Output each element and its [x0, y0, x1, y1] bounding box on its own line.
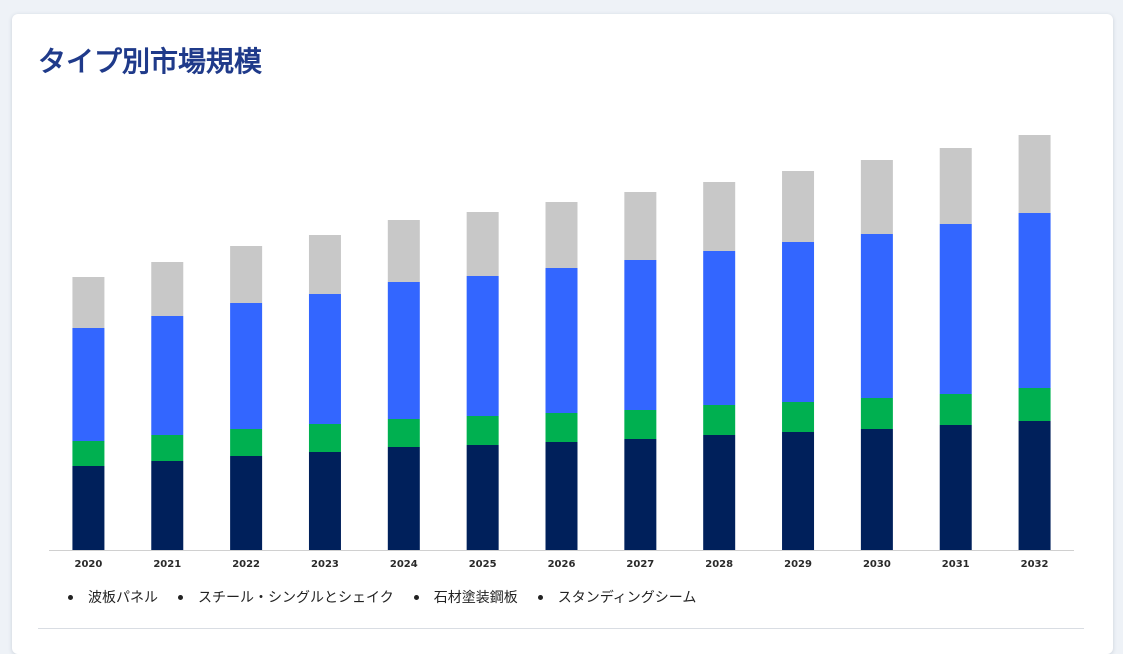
bar-segment-2024-series-2: [387, 419, 420, 447]
bar-segment-2027-series-4: [624, 192, 657, 260]
bar-segment-2027-series-2: [624, 410, 657, 439]
bar-segment-2026-series-4: [545, 202, 578, 268]
bar-segment-2026-series-2: [545, 413, 578, 442]
page-title: タイプ別市場規模: [38, 45, 263, 78]
bar-stack-2022: [230, 246, 263, 550]
x-tick-label: 2023: [311, 559, 339, 570]
x-tick-label: 2020: [75, 559, 103, 570]
bar-stack-2021: [151, 262, 184, 550]
x-tick-label: 2030: [863, 559, 891, 570]
bar-segment-2022-series-4: [230, 246, 263, 303]
bar-segment-2020-series-3: [72, 328, 105, 441]
stacked-bar-chart: 2020 2021 2022 2023 2024 2025 2026 2027 2028 2029…: [49, 135, 1074, 570]
bar-segment-2032-series-1: [1018, 421, 1051, 550]
bar-segment-2031-series-1: [939, 425, 972, 550]
bar-stack-2027: [624, 192, 657, 550]
bar-segment-2021-series-4: [151, 262, 184, 316]
bar-segment-2023-series-3: [308, 294, 341, 424]
bar-segment-2022-series-2: [230, 429, 263, 456]
bar-segment-2028-series-3: [703, 251, 736, 405]
bar-segment-2030-series-4: [860, 160, 893, 234]
bar-segment-2023-series-4: [308, 235, 341, 294]
bar-segment-2022-series-1: [230, 456, 263, 550]
bar-segment-2024-series-1: [387, 447, 420, 550]
bar-stack-2024: [387, 220, 420, 550]
bar-segment-2030-series-2: [860, 398, 893, 429]
legend-item-standing-seam: スタンディングシーム: [537, 587, 697, 607]
bar-segment-2031-series-3: [939, 224, 972, 394]
bar-segment-2032-series-3: [1018, 213, 1051, 388]
bar-segment-2030-series-1: [860, 429, 893, 550]
legend-bullet-icon: [413, 594, 419, 600]
x-tick-label: 2027: [626, 559, 654, 570]
legend-item-stone-coated-steel: 石材塗装鋼板: [413, 587, 518, 607]
chart-legend: 波板パネル スチール・シングルとシェイク 石材塗装鋼板 スタンディングシーム: [68, 587, 716, 607]
bar-segment-2020-series-2: [72, 441, 105, 466]
x-tick-label: 2026: [548, 559, 576, 570]
bar-segment-2020-series-4: [72, 277, 105, 328]
bar-segment-2025-series-3: [466, 276, 499, 416]
legend-bullet-icon: [68, 594, 73, 600]
bar-segment-2025-series-1: [466, 445, 499, 550]
bar-segment-2023-series-1: [308, 452, 341, 550]
bar-segment-2029-series-1: [782, 432, 815, 550]
bar-segment-2023-series-2: [308, 424, 341, 452]
bar-segment-2032-series-4: [1018, 135, 1051, 213]
bar-stack-2032: [1018, 135, 1051, 550]
x-tick-label: 2025: [469, 559, 497, 570]
bar-segment-2028-series-2: [703, 405, 736, 435]
legend-label: スタンディングシーム: [557, 590, 697, 606]
bar-segment-2021-series-3: [151, 316, 184, 435]
legend-item-corrugated-panel: 波板パネル: [68, 587, 158, 607]
chart-card: タイプ別市場規模 2020 2021 2022 2023 2024 2025 2026 202…: [12, 14, 1113, 654]
legend-label: スチール・シングルとシェイク: [198, 590, 394, 606]
bar-segment-2029-series-3: [782, 242, 815, 402]
bar-stack-2023: [308, 235, 341, 550]
bar-segment-2026-series-1: [545, 442, 578, 550]
bar-stack-2028: [703, 182, 736, 550]
legend-item-steel-shingle-shake: スチール・シングルとシェイク: [178, 587, 394, 607]
bar-segment-2027-series-3: [624, 260, 657, 410]
bar-segment-2025-series-4: [466, 212, 499, 276]
bar-stack-2025: [466, 212, 499, 550]
bar-segment-2026-series-3: [545, 268, 578, 413]
x-tick-label: 2022: [232, 559, 260, 570]
bar-segment-2029-series-4: [782, 171, 815, 242]
x-tick-label: 2029: [784, 559, 812, 570]
bar-segment-2021-series-1: [151, 461, 184, 550]
legend-bullet-icon: [178, 594, 183, 600]
bar-segment-2022-series-3: [230, 303, 263, 429]
x-tick-label: 2028: [705, 559, 733, 570]
bar-segment-2020-series-1: [72, 466, 105, 550]
bar-stack-2020: [72, 277, 105, 550]
x-tick-label: 2032: [1021, 559, 1049, 570]
bar-segment-2021-series-2: [151, 435, 184, 461]
x-tick-label: 2021: [153, 559, 181, 570]
bar-stack-2031: [939, 148, 972, 550]
bar-segment-2028-series-1: [703, 435, 736, 550]
x-tick-label: 2024: [390, 559, 418, 570]
x-tick-label: 2031: [942, 559, 970, 570]
bar-segment-2024-series-3: [387, 282, 420, 419]
bar-segment-2029-series-2: [782, 402, 815, 432]
legend-label: 波板パネル: [88, 590, 158, 606]
bar-segment-2025-series-2: [466, 416, 499, 445]
bar-stack-2030: [860, 160, 893, 550]
bar-stack-2029: [782, 171, 815, 550]
bar-segment-2031-series-4: [939, 148, 972, 224]
bar-stack-2026: [545, 202, 578, 550]
bar-segment-2024-series-4: [387, 220, 420, 282]
legend-label: 石材塗装鋼板: [433, 590, 518, 606]
legend-bullet-icon: [537, 594, 543, 600]
bar-segment-2027-series-1: [624, 439, 657, 550]
bottom-divider: [38, 628, 1084, 629]
bar-segment-2030-series-3: [860, 234, 893, 398]
bar-segment-2028-series-4: [703, 182, 736, 251]
bar-segment-2032-series-2: [1018, 388, 1051, 421]
bar-segment-2031-series-2: [939, 394, 972, 425]
